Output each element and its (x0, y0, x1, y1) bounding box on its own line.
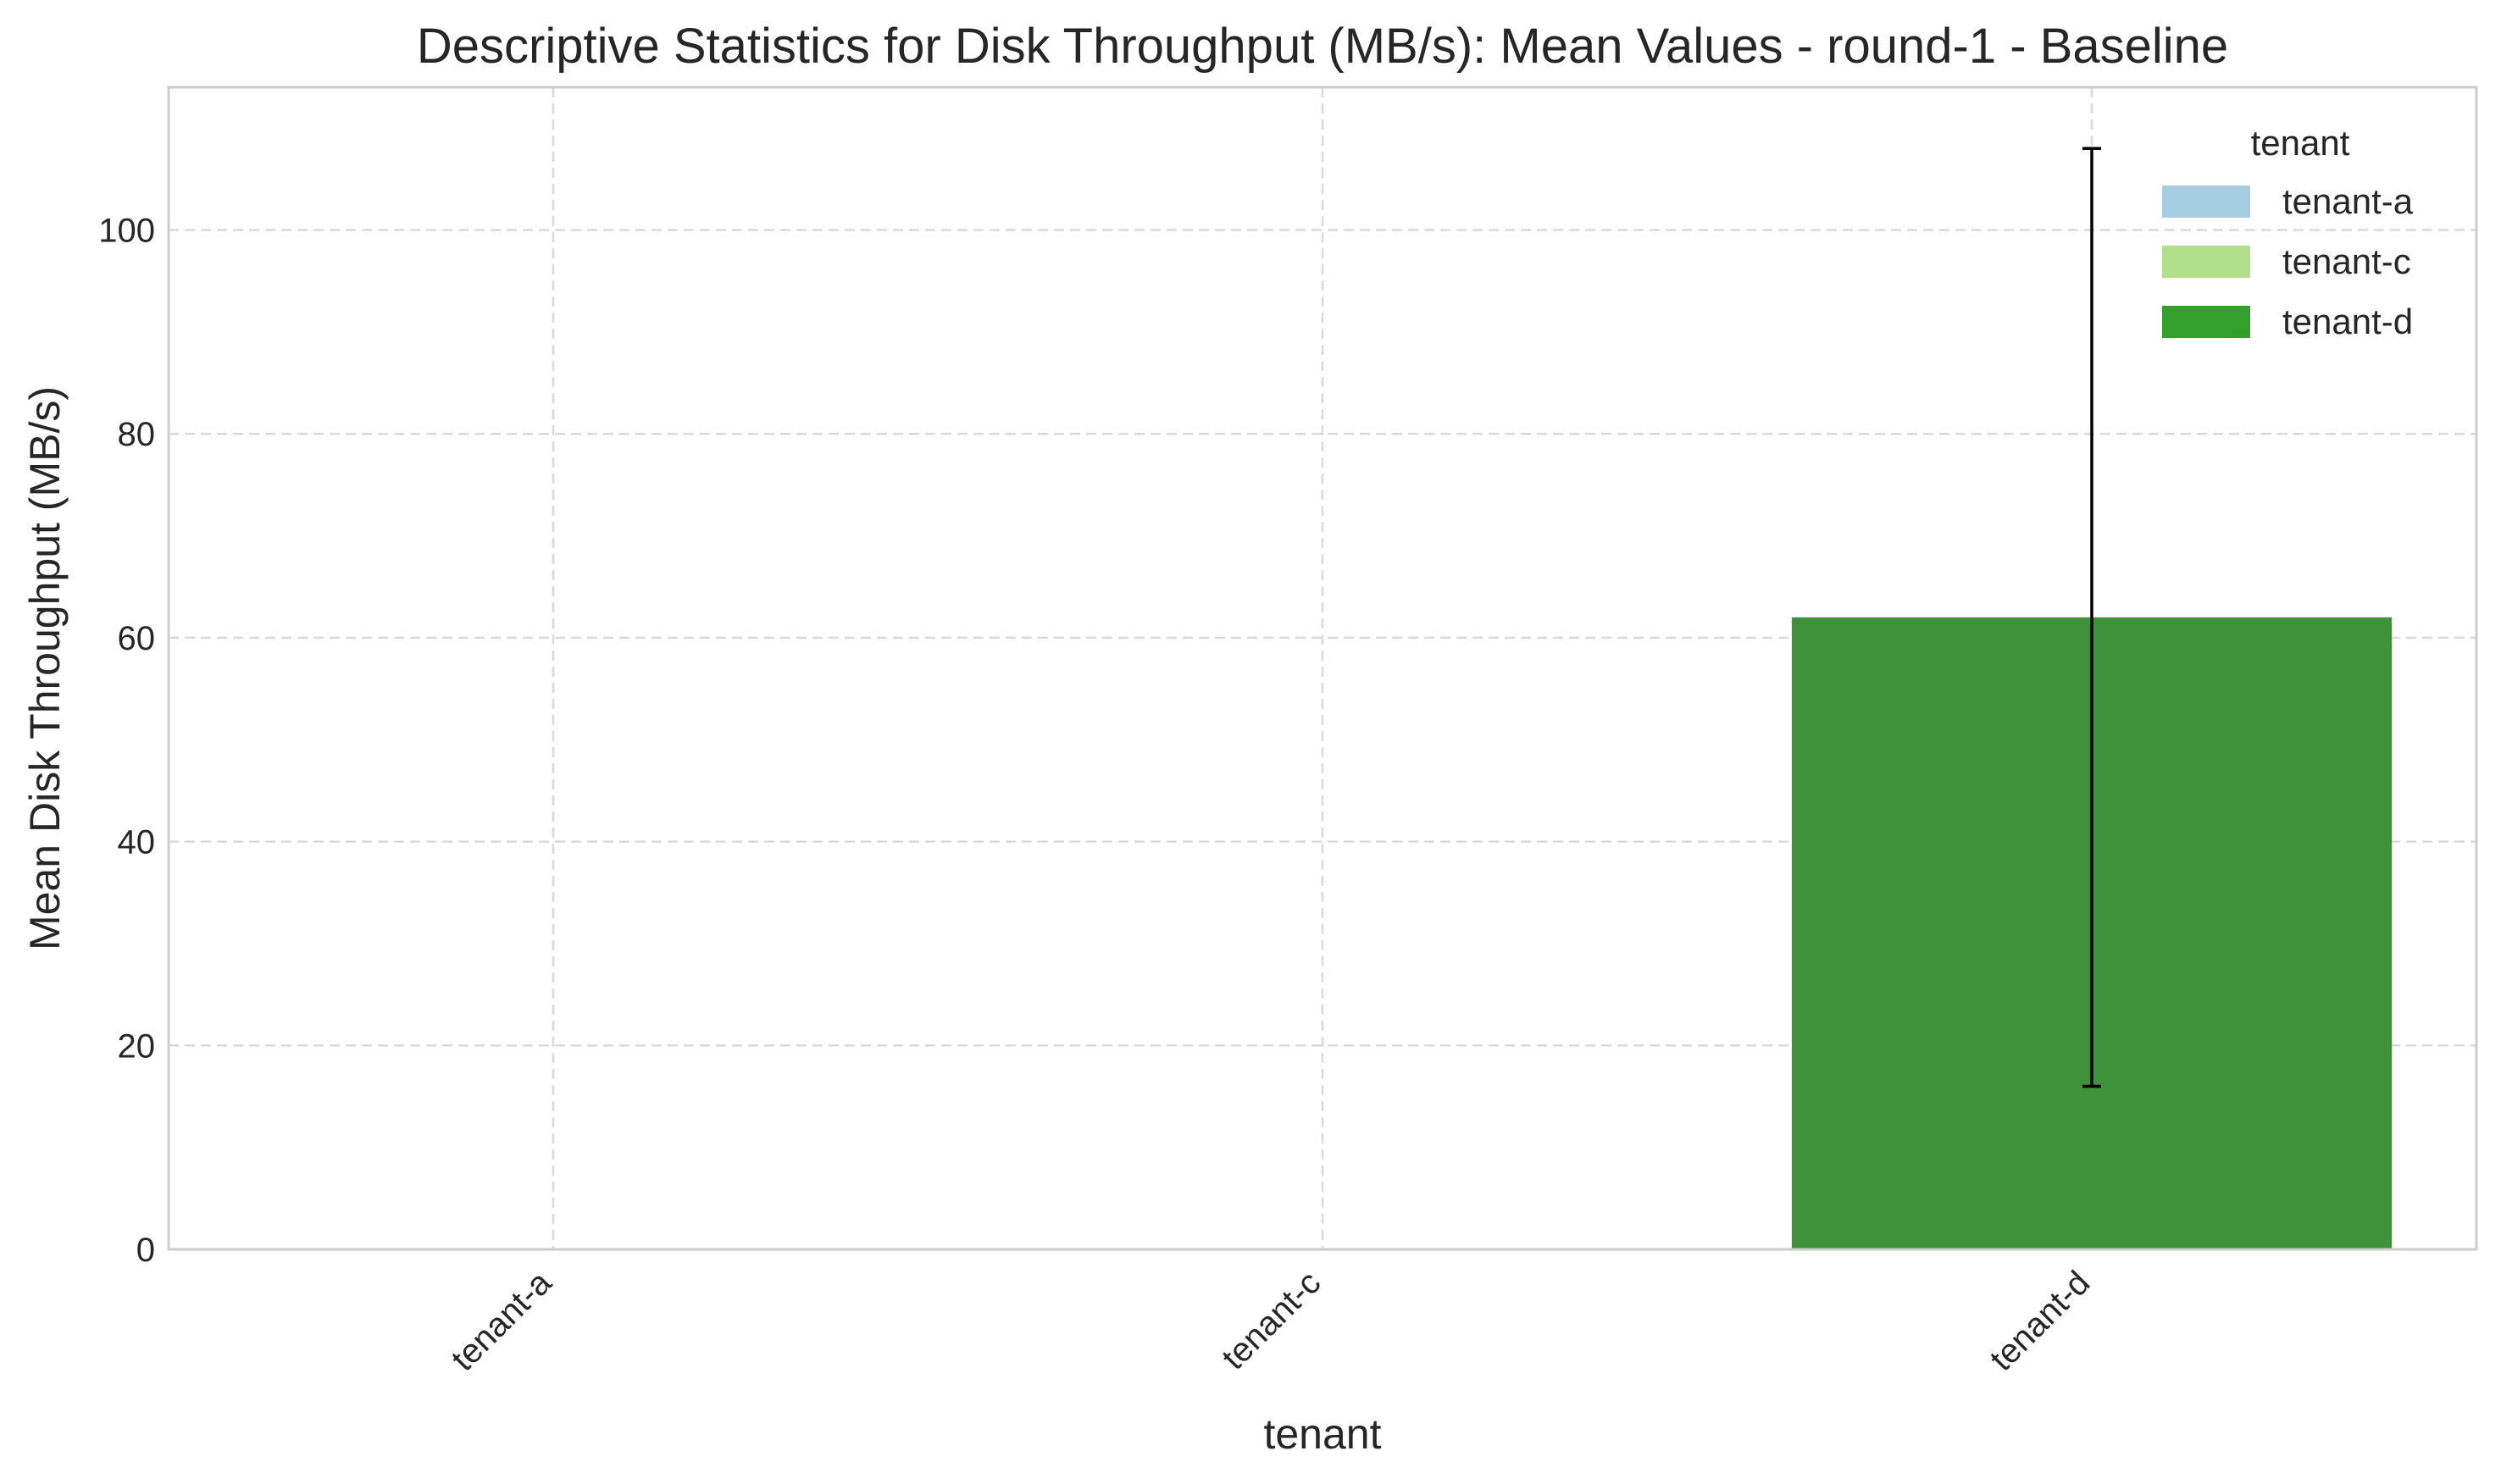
legend-title: tenant (2251, 123, 2350, 163)
y-tick-label: 20 (118, 1027, 156, 1065)
legend-swatch-tenant-c (2162, 246, 2250, 278)
x-axis-label: tenant (1263, 1410, 1381, 1458)
error-bars (2082, 147, 2101, 1088)
plot-frame (167, 86, 2478, 1251)
legend-label: tenant-c (2282, 241, 2411, 281)
legend-swatch-tenant-a (2162, 186, 2250, 218)
y-tick-label: 0 (136, 1232, 155, 1269)
y-tick-label: 40 (118, 824, 156, 861)
x-tick-label: tenant-c (1215, 1264, 1328, 1376)
y-tick-label: 60 (118, 620, 156, 657)
legend-label: tenant-d (2282, 302, 2413, 341)
y-tick-label: 100 (98, 212, 155, 249)
y-tick-label: 80 (118, 416, 156, 453)
legend-entries: tenant-a tenant-c tenant-d (2162, 181, 2414, 341)
y-axis-ticks: 0 20 40 60 80 100 (98, 212, 155, 1269)
x-axis-ticks: tenant-a tenant-c tenant-d (444, 1264, 2097, 1378)
legend-label: tenant-a (2282, 181, 2414, 221)
x-tick-label: tenant-d (1982, 1264, 2097, 1378)
y-axis-label: Mean Disk Throughput (MB/s) (21, 386, 69, 950)
x-tick-label: tenant-a (444, 1264, 558, 1378)
legend: tenant tenant-a tenant-c tenant-d (2162, 123, 2414, 341)
legend-swatch-tenant-d (2162, 306, 2250, 338)
chart-title: Descriptive Statistics for Disk Throughp… (417, 19, 2228, 74)
